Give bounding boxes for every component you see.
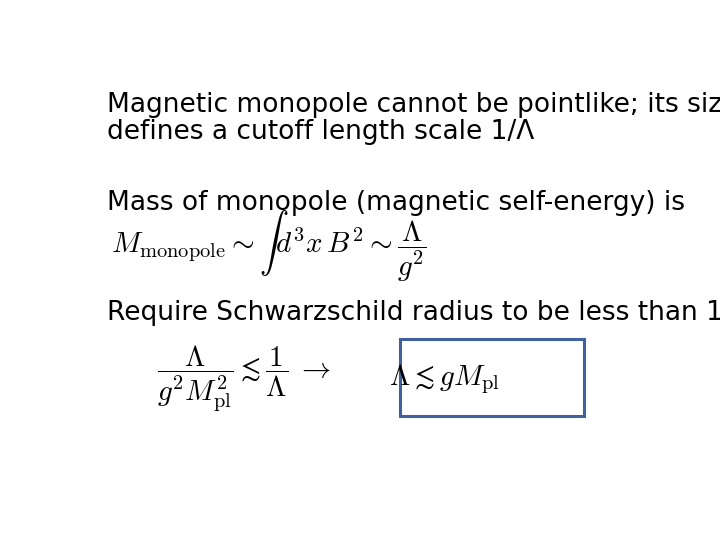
Text: $\dfrac{\Lambda}{g^2 M_{\mathrm{pl}}^2} \lesssim \dfrac{1}{\Lambda} \;\rightarro: $\dfrac{\Lambda}{g^2 M_{\mathrm{pl}}^2} … <box>157 343 331 414</box>
Text: $M_{\mathrm{monopole}} \sim \int d^3x\,B^2 \sim \dfrac{\Lambda}{g^2}$: $M_{\mathrm{monopole}} \sim \int d^3x\,B… <box>111 208 426 284</box>
Text: Require Schwarzschild radius to be less than 1/Λ:: Require Schwarzschild radius to be less … <box>107 300 720 326</box>
Text: Mass of monopole (magnetic self-energy) is: Mass of monopole (magnetic self-energy) … <box>107 190 685 215</box>
Text: Magnetic monopole cannot be pointlike; its size: Magnetic monopole cannot be pointlike; i… <box>107 92 720 118</box>
Text: $\Lambda \lesssim g M_{\mathrm{pl}}$: $\Lambda \lesssim g M_{\mathrm{pl}}$ <box>389 362 500 396</box>
Text: defines a cutoff length scale 1/Λ: defines a cutoff length scale 1/Λ <box>107 119 534 145</box>
